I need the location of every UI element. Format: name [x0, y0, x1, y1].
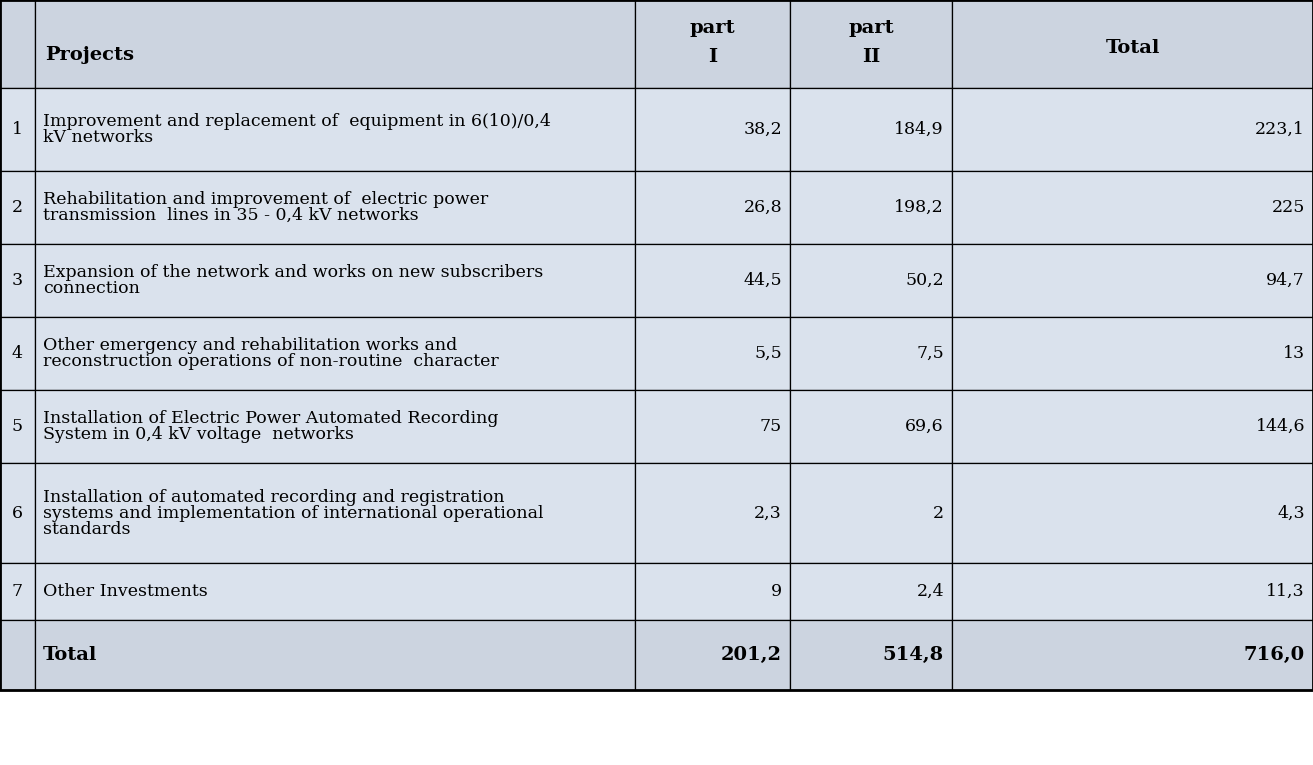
Text: 225: 225: [1271, 199, 1305, 216]
Text: 4: 4: [12, 345, 24, 362]
Text: 4,3: 4,3: [1278, 504, 1305, 522]
Text: 7: 7: [12, 583, 24, 600]
Bar: [790, 317, 952, 390]
Bar: [635, 563, 790, 620]
Bar: [952, 171, 1313, 244]
Bar: [952, 244, 1313, 317]
Text: 1: 1: [12, 121, 24, 138]
Bar: [635, 88, 790, 171]
Bar: [952, 317, 1313, 390]
Text: connection: connection: [43, 280, 140, 297]
Bar: [952, 0, 1313, 88]
Bar: [35, 463, 635, 563]
Text: Total: Total: [1106, 40, 1159, 57]
Bar: [635, 463, 790, 563]
Bar: [790, 620, 952, 690]
Text: 2: 2: [932, 504, 944, 522]
Bar: [635, 244, 790, 317]
Text: systems and implementation of international operational: systems and implementation of internatio…: [43, 504, 544, 522]
Text: 75: 75: [760, 418, 783, 435]
Bar: [635, 0, 790, 88]
Text: Rehabilitation and improvement of  electric power: Rehabilitation and improvement of electr…: [43, 191, 488, 208]
Text: transmission  lines in 35 - 0,4 kV networks: transmission lines in 35 - 0,4 kV networ…: [43, 207, 419, 224]
Bar: [635, 317, 790, 390]
Text: 13: 13: [1283, 345, 1305, 362]
Text: 69,6: 69,6: [906, 418, 944, 435]
Bar: [790, 390, 952, 463]
Bar: [790, 563, 952, 620]
Text: 3: 3: [12, 272, 24, 289]
Text: I: I: [708, 48, 717, 67]
Bar: [635, 390, 790, 463]
Text: Total: Total: [43, 646, 97, 664]
Bar: [952, 563, 1313, 620]
Text: kV networks: kV networks: [43, 129, 154, 146]
Text: 514,8: 514,8: [882, 646, 944, 664]
Bar: [0, 390, 35, 463]
Bar: [635, 620, 790, 690]
Text: 9: 9: [771, 583, 783, 600]
Text: System in 0,4 kV voltage  networks: System in 0,4 kV voltage networks: [43, 426, 355, 443]
Bar: [35, 88, 635, 171]
Bar: [790, 0, 952, 88]
Text: 6: 6: [12, 504, 24, 522]
Text: Other Investments: Other Investments: [43, 583, 207, 600]
Bar: [35, 563, 635, 620]
Text: 716,0: 716,0: [1243, 646, 1305, 664]
Text: 144,6: 144,6: [1255, 418, 1305, 435]
Bar: [0, 563, 35, 620]
Bar: [952, 390, 1313, 463]
Bar: [790, 171, 952, 244]
Text: II: II: [861, 48, 880, 67]
Text: reconstruction operations of non-routine  character: reconstruction operations of non-routine…: [43, 353, 499, 370]
Text: 5: 5: [12, 418, 24, 435]
Bar: [0, 463, 35, 563]
Text: 2,3: 2,3: [754, 504, 783, 522]
Text: Expansion of the network and works on new subscribers: Expansion of the network and works on ne…: [43, 264, 544, 281]
Bar: [0, 244, 35, 317]
Bar: [0, 88, 35, 171]
Bar: [790, 88, 952, 171]
Bar: [0, 0, 35, 88]
Bar: [35, 171, 635, 244]
Bar: [0, 171, 35, 244]
Text: 44,5: 44,5: [743, 272, 783, 289]
Text: 26,8: 26,8: [743, 199, 783, 216]
Text: Improvement and replacement of  equipment in 6(10)/0,4: Improvement and replacement of equipment…: [43, 113, 551, 130]
Bar: [790, 463, 952, 563]
Bar: [952, 88, 1313, 171]
Bar: [35, 317, 635, 390]
Text: 223,1: 223,1: [1255, 121, 1305, 138]
Bar: [35, 0, 635, 88]
Text: Other emergency and rehabilitation works and: Other emergency and rehabilitation works…: [43, 337, 457, 354]
Text: 201,2: 201,2: [721, 646, 783, 664]
Text: 2,4: 2,4: [916, 583, 944, 600]
Text: 7,5: 7,5: [916, 345, 944, 362]
Text: Projects: Projects: [45, 46, 134, 63]
Bar: [952, 463, 1313, 563]
Text: standards: standards: [43, 520, 130, 538]
Bar: [35, 620, 635, 690]
Text: 50,2: 50,2: [905, 272, 944, 289]
Text: 5,5: 5,5: [754, 345, 783, 362]
Bar: [790, 244, 952, 317]
Bar: [952, 620, 1313, 690]
Bar: [0, 317, 35, 390]
Text: Installation of Electric Power Automated Recording: Installation of Electric Power Automated…: [43, 410, 499, 427]
Text: 198,2: 198,2: [894, 199, 944, 216]
Text: 38,2: 38,2: [743, 121, 783, 138]
Text: 184,9: 184,9: [894, 121, 944, 138]
Text: 11,3: 11,3: [1266, 583, 1305, 600]
Text: 94,7: 94,7: [1266, 272, 1305, 289]
Bar: [35, 244, 635, 317]
Text: 2: 2: [12, 199, 24, 216]
Bar: [635, 171, 790, 244]
Text: part: part: [689, 19, 735, 37]
Text: part: part: [848, 19, 894, 37]
Text: Installation of automated recording and registration: Installation of automated recording and …: [43, 489, 504, 506]
Bar: [0, 620, 35, 690]
Bar: [35, 390, 635, 463]
